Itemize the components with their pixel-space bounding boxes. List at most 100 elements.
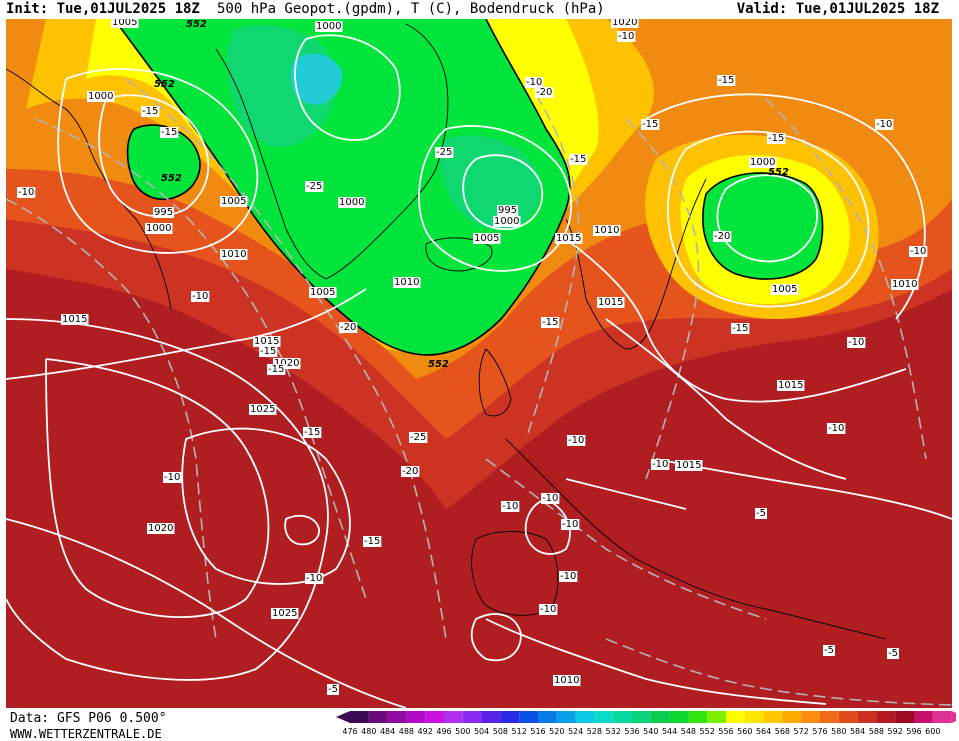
pressure-label: 1015 — [254, 336, 279, 347]
scale-tick-label: 568 — [775, 727, 790, 736]
pressure-label: 1015 — [62, 314, 87, 325]
label-background — [755, 508, 767, 519]
isotherms — [6, 78, 952, 706]
pressure-label: 1005 — [474, 233, 499, 244]
temperature-labels: -15 -15 -10 -20 -25 -25 -15 -15 -15 -15 … — [17, 31, 928, 695]
label-background — [259, 346, 278, 357]
label-background — [535, 87, 554, 98]
label-background — [111, 19, 139, 28]
label-background — [611, 19, 639, 28]
label-background — [303, 427, 322, 438]
label-background — [541, 493, 560, 504]
scale-swatch — [538, 711, 557, 723]
label-background — [163, 472, 182, 483]
scale-tick-label: 548 — [681, 727, 696, 736]
scale-swatch — [650, 711, 670, 723]
valid-time: Valid: Tue,01JUL2025 18Z — [736, 1, 939, 17]
geo-label-552: 552 — [186, 19, 207, 30]
data-source: Data: GFS P06 0.500° — [10, 711, 167, 726]
label-background — [593, 225, 621, 236]
scale-tick-label: 576 — [812, 727, 827, 736]
label-background — [617, 31, 636, 42]
label-background — [497, 205, 519, 216]
temp-label: -5 — [756, 508, 766, 519]
scale-tick-label: 524 — [568, 727, 583, 736]
label-background — [597, 297, 625, 308]
temp-label: -15 — [718, 75, 734, 86]
label-background — [401, 466, 420, 477]
pressure-label: 1000 — [339, 197, 364, 208]
header-bar: Init: Tue,01JUL2025 18Z 500 hPa Geopot.(… — [0, 0, 959, 20]
scale-tick-label: 588 — [869, 727, 884, 736]
pressure-label: 1000 — [750, 157, 775, 168]
temp-label: -15 — [161, 127, 177, 138]
label-background — [220, 249, 248, 260]
scale-swatch — [669, 711, 689, 723]
temp-label: -10 — [526, 77, 542, 88]
scandinavia-coast — [565, 178, 707, 350]
scale-tick-label: 540 — [643, 727, 658, 736]
pressure-label: 995 — [498, 205, 517, 216]
label-background — [305, 181, 324, 192]
label-background — [473, 233, 501, 244]
britain-coast — [478, 348, 512, 417]
label-background — [569, 154, 588, 165]
scale-swatch — [594, 711, 614, 723]
scale-tick-label: 520 — [549, 727, 564, 736]
pressure-label: 1025 — [250, 404, 275, 415]
temp-label: -20 — [714, 231, 730, 242]
label-background — [847, 337, 866, 348]
field-552-lab — [127, 125, 200, 200]
pressure-label: 1005 — [112, 19, 137, 28]
scale-tick-label: 516 — [530, 727, 545, 736]
temp-label: -10 — [828, 423, 844, 434]
scale-swatch — [838, 711, 858, 723]
scale-tick-label: 528 — [587, 727, 602, 736]
scale-tick-label: 492 — [418, 727, 433, 736]
label-background — [567, 435, 586, 446]
scale-tick-label: 544 — [662, 727, 677, 736]
scale-swatch — [462, 711, 482, 723]
scale-swatch — [895, 711, 914, 723]
label-background — [147, 523, 175, 534]
label-background — [541, 317, 560, 328]
label-background — [525, 77, 544, 88]
scale-swatch — [914, 711, 933, 723]
temp-label: -10 — [540, 604, 556, 615]
label-background — [249, 404, 277, 415]
pressure-label: 1010 — [554, 675, 579, 686]
scale-tick-label: 600 — [925, 727, 940, 736]
label-background — [160, 127, 179, 138]
europe-coast — [505, 438, 887, 640]
label-background — [145, 223, 173, 234]
pressure-label: 1000 — [494, 216, 519, 227]
label-background — [717, 75, 736, 86]
temp-label: -10 — [18, 187, 34, 198]
scale-swatch — [575, 711, 595, 723]
geopotential-552-contours — [113, 19, 824, 356]
scale-swatch — [368, 711, 388, 723]
temp-label: -20 — [536, 87, 552, 98]
label-background — [17, 187, 36, 198]
temp-label: -10 — [876, 119, 892, 130]
pressure-label: 1000 — [146, 223, 171, 234]
temp-label: -5 — [328, 684, 338, 695]
pressure-label: 1005 — [310, 287, 335, 298]
label-background — [555, 233, 583, 244]
scale-swatch — [500, 711, 520, 723]
pressure-label: 1020 — [612, 19, 637, 28]
scale-tick-label: 564 — [756, 727, 771, 736]
temp-label: -15 — [768, 133, 784, 144]
label-background — [309, 287, 337, 298]
temp-label: -15 — [732, 323, 748, 334]
iceland-coast — [425, 237, 493, 272]
label-background — [731, 323, 750, 334]
temp-label: -10 — [910, 246, 926, 257]
temp-label: -10 — [192, 291, 208, 302]
label-background — [141, 106, 160, 117]
temp-label: -20 — [340, 322, 356, 333]
scale-swatch — [744, 711, 764, 723]
label-background — [338, 197, 366, 208]
scale-tick-label: 508 — [493, 727, 508, 736]
label-background — [393, 277, 421, 288]
